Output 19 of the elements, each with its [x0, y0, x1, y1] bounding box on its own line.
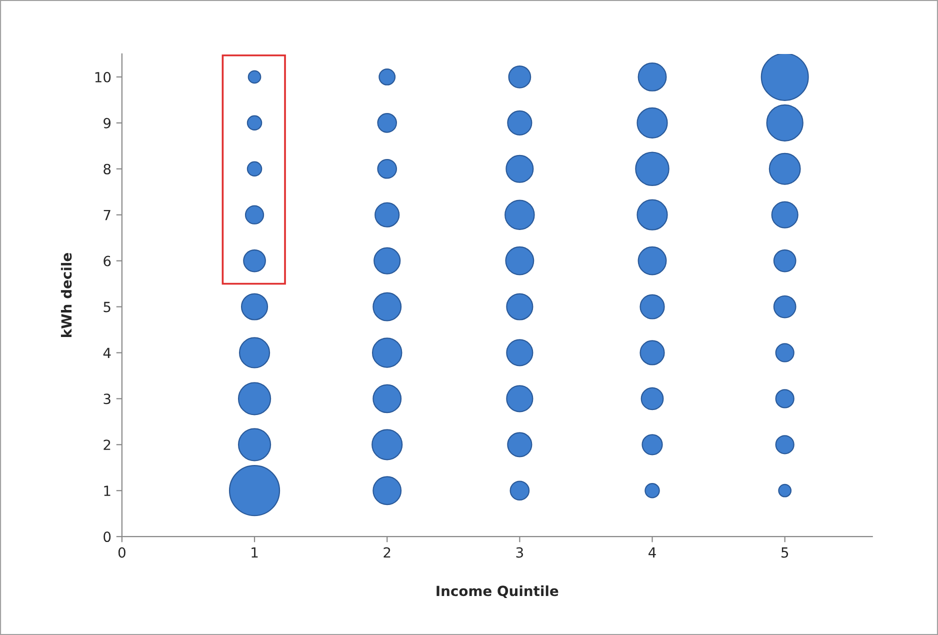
y-tick-label: 3: [104, 394, 110, 404]
y-tick-label: 4: [103, 348, 111, 358]
x-tick-label: 1: [252, 547, 258, 558]
y-tick-label: 7: [104, 210, 110, 220]
x-tick-label: 0: [118, 547, 126, 558]
y-tick-label: 5: [104, 302, 110, 312]
y-axis-title: kWh decile: [60, 253, 72, 338]
y-tick-label: 6: [104, 256, 111, 266]
x-tick-label: 4: [648, 547, 656, 558]
y-tick-label: 9: [104, 118, 111, 128]
y-tick-label: 2: [104, 440, 110, 450]
x-tick-label: 2: [384, 547, 390, 558]
y-tick-label: 1: [104, 486, 110, 496]
x-tick-label: 5: [781, 547, 788, 558]
y-tick-label: 10: [95, 72, 111, 82]
x-tick-label: 3: [516, 547, 523, 558]
y-tick-label: 0: [104, 532, 111, 542]
x-axis-title: Income Quintile: [436, 585, 558, 598]
y-tick-label: 8: [104, 164, 111, 174]
